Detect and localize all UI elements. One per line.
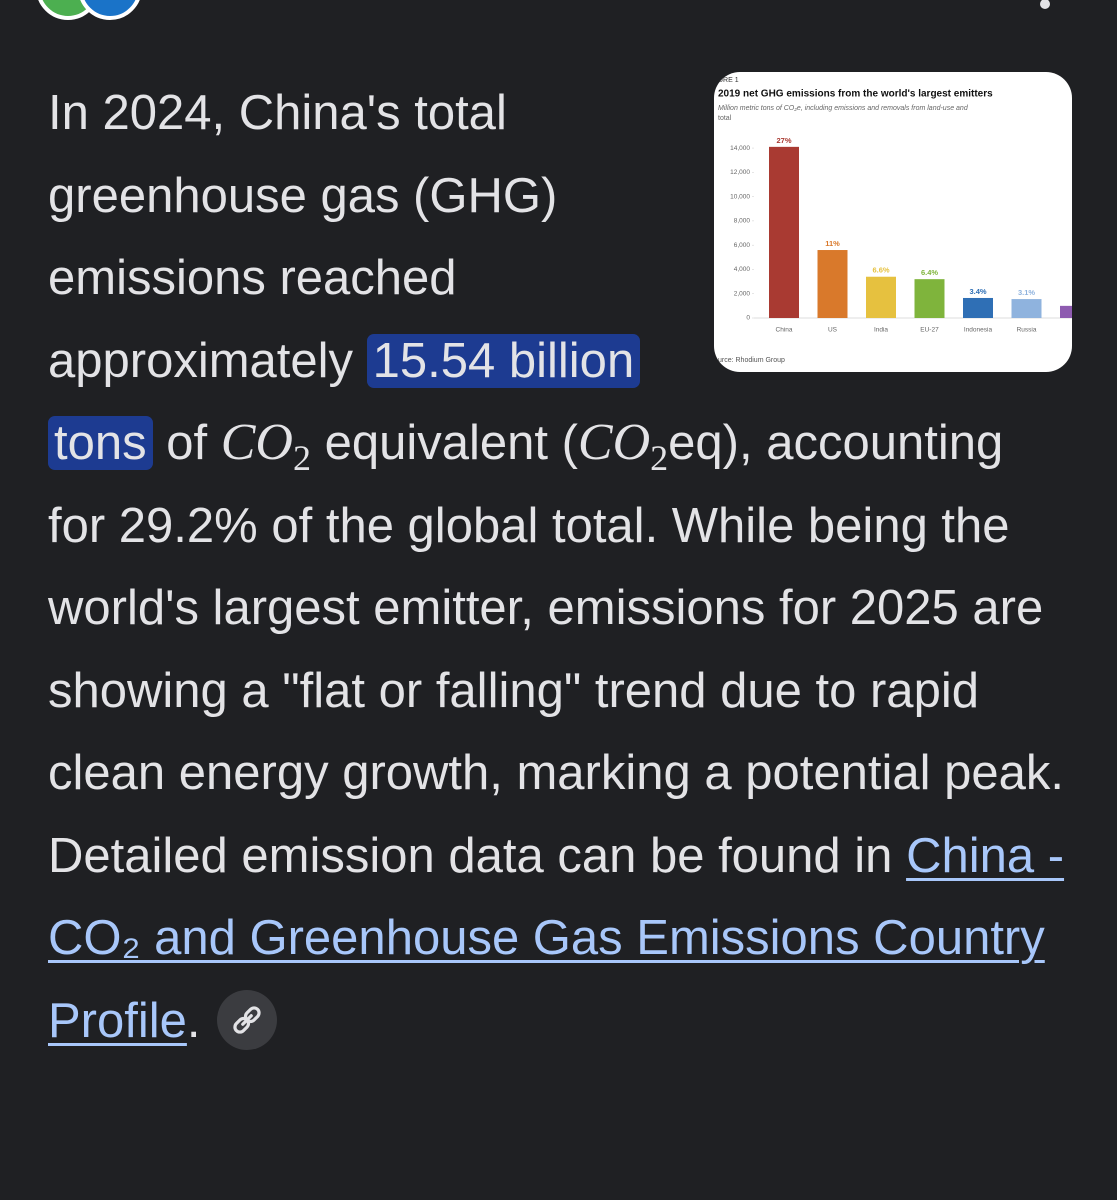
- link-button[interactable]: [216, 989, 277, 1050]
- thumbnail[interactable]: URE 1 2019 net GHG emissions from the wo…: [714, 72, 1072, 372]
- text: .: [186, 993, 201, 1048]
- bar-label: 3.4%: [969, 287, 986, 296]
- y-tick-label: 0: [746, 315, 750, 322]
- formula-sub: 2: [650, 437, 669, 478]
- formula-base: CO: [220, 414, 293, 471]
- text: In 2024, China's total greenhouse gas (G…: [48, 86, 558, 388]
- bar-label: 6.4%: [921, 268, 938, 277]
- formula-base: CO: [577, 414, 651, 471]
- chart: URE 1 2019 net GHG emissions from the wo…: [718, 77, 1072, 364]
- x-tick-label: Indonesia: [964, 327, 993, 334]
- x-tick-label: Russia: [1017, 327, 1037, 334]
- formula-sub: 2: [292, 437, 311, 478]
- bar: [866, 276, 896, 318]
- chart-subtitle: total: [718, 115, 732, 122]
- chart-title: 2019 net GHG emissions from the world's …: [718, 89, 993, 100]
- link-icon: [232, 1005, 261, 1034]
- text: eq), accounting for 29.2% of the global …: [48, 416, 1064, 883]
- bar-label: 27%: [776, 136, 791, 145]
- y-tick-label: 4,000: [734, 266, 751, 273]
- y-tick-label: 6,000: [734, 242, 751, 249]
- y-tick-label: 2,000: [734, 290, 751, 297]
- bar: [914, 279, 945, 318]
- chart-subtitle: Million metric tons of CO₂e, including e…: [718, 105, 969, 112]
- formula: CO2: [220, 414, 311, 476]
- chart-source: urce: Rhodium Group: [718, 357, 785, 364]
- figure-label: URE 1: [718, 77, 739, 84]
- y-tick-label: 8,000: [734, 218, 751, 225]
- bar: [963, 297, 993, 318]
- text: equivalent (: [310, 416, 578, 470]
- bar: [817, 250, 848, 318]
- y-tick-label: 12,000: [730, 169, 750, 176]
- menu-dot[interactable]: [1040, 0, 1050, 9]
- x-tick-label: EU-27: [920, 327, 939, 334]
- bar: [1060, 305, 1072, 318]
- avatar[interactable]: [80, 0, 140, 20]
- answer-paragraph: URE 1 2019 net GHG emissions from the wo…: [48, 72, 1072, 1062]
- bar: [1011, 299, 1042, 318]
- x-tick-label: China: [776, 327, 793, 334]
- x-tick-label: US: [828, 327, 838, 334]
- bar: [769, 146, 799, 318]
- bar-label: 6.6%: [872, 266, 889, 275]
- y-tick-label: 14,000: [730, 145, 750, 152]
- bar-label: 11%: [825, 239, 840, 248]
- text: of: [152, 416, 221, 470]
- x-tick-label: India: [874, 327, 888, 334]
- avatar[interactable]: [38, 0, 98, 20]
- y-tick-label: 10,000: [730, 193, 750, 200]
- bar-label: 3.1%: [1018, 288, 1035, 297]
- source-link[interactable]: China - CO₂ and Greenhouse Gas Emissions…: [48, 828, 1065, 1048]
- top-bar: [38, 0, 1050, 20]
- formula: CO2: [577, 414, 668, 476]
